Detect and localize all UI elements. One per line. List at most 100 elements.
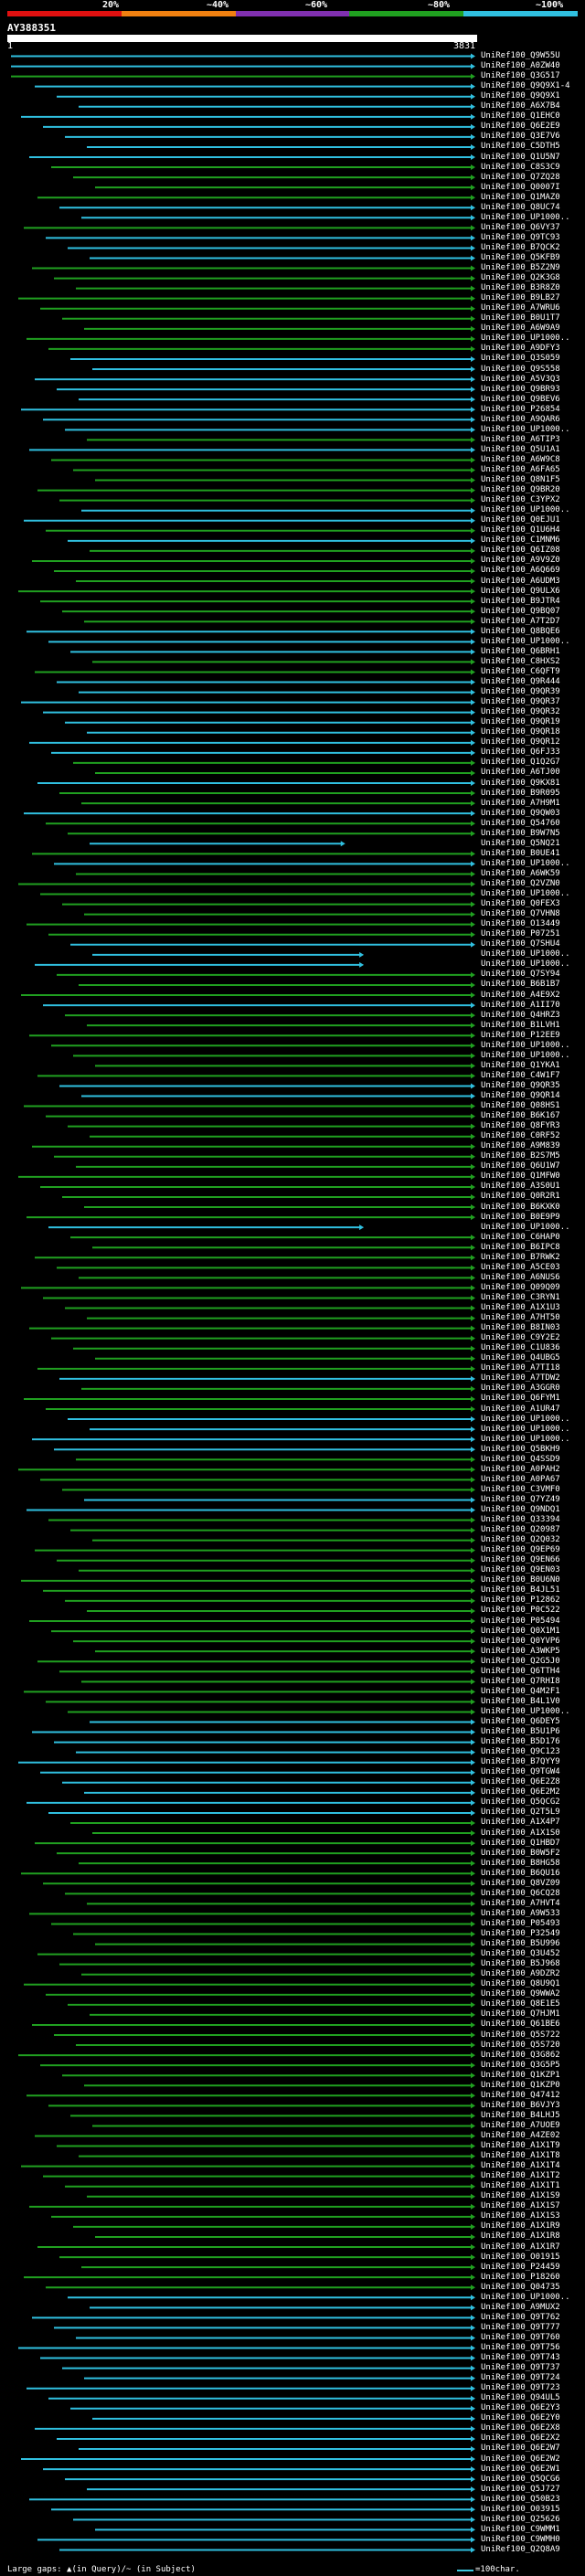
hit-label-link[interactable]: UniRef100_C6QFT9 bbox=[481, 666, 560, 676]
hit-label-link[interactable]: UniRef100_Q9T737 bbox=[481, 2363, 560, 2373]
hit-label-link[interactable]: UniRef100_C3RYN1 bbox=[481, 1292, 560, 1302]
hit-label-link[interactable]: UniRef100_Q9T743 bbox=[481, 2353, 560, 2363]
hit-label-link[interactable]: UniRef100_Q9EP69 bbox=[481, 1545, 560, 1555]
hit-label-link[interactable]: UniRef100_Q7YZ49 bbox=[481, 1494, 560, 1504]
hit-label-link[interactable]: UniRef100_A5V3Q3 bbox=[481, 374, 560, 384]
hit-label-link[interactable]: UniRef100_Q6E2Y3 bbox=[481, 2403, 560, 2413]
hit-label-link[interactable]: UniRef100_B0UE41 bbox=[481, 848, 560, 858]
hit-label-link[interactable]: UniRef100_UP1000.. bbox=[481, 1414, 570, 1424]
hit-label-link[interactable]: UniRef100_A7HVT4 bbox=[481, 1898, 560, 1908]
hit-label-link[interactable]: UniRef100_P24459 bbox=[481, 2262, 560, 2272]
hit-label-link[interactable]: UniRef100_B7QCK2 bbox=[481, 242, 560, 252]
hit-label-link[interactable]: UniRef100_UP1000.. bbox=[481, 1222, 570, 1232]
hit-label-link[interactable]: UniRef100_A1X1T2 bbox=[481, 2171, 560, 2181]
hit-label-link[interactable]: UniRef100_B9JTR4 bbox=[481, 596, 560, 606]
hit-label-link[interactable]: UniRef100_A6W9C8 bbox=[481, 454, 560, 464]
hit-label-link[interactable]: UniRef100_Q08HS1 bbox=[481, 1101, 560, 1111]
hit-label-link[interactable]: UniRef100_UP1000.. bbox=[481, 889, 570, 899]
hit-label-link[interactable]: UniRef100_Q9NDQ1 bbox=[481, 1504, 560, 1514]
hit-label-link[interactable]: UniRef100_P05493 bbox=[481, 1918, 560, 1928]
hit-label-link[interactable]: UniRef100_B5J968 bbox=[481, 1959, 560, 1969]
hit-label-link[interactable]: UniRef100_B9W7N5 bbox=[481, 828, 560, 838]
hit-label-link[interactable]: UniRef100_Q1KZP0 bbox=[481, 2080, 560, 2090]
hit-label-link[interactable]: UniRef100_A1X1R9 bbox=[481, 2221, 560, 2231]
hit-label-link[interactable]: UniRef100_A3WKP5 bbox=[481, 1646, 560, 1656]
hit-label-link[interactable]: UniRef100_Q5QCG2 bbox=[481, 1797, 560, 1807]
hit-label-link[interactable]: UniRef100_Q3U452 bbox=[481, 1949, 560, 1959]
hit-label-link[interactable]: UniRef100_Q5QCG6 bbox=[481, 2474, 560, 2484]
hit-label-link[interactable]: UniRef100_UP1000.. bbox=[481, 505, 570, 515]
hit-label-link[interactable]: UniRef100_A9QAR6 bbox=[481, 414, 560, 424]
hit-label-link[interactable]: UniRef100_Q04735 bbox=[481, 2282, 560, 2292]
hit-label-link[interactable]: UniRef100_Q8U9Q1 bbox=[481, 1979, 560, 1989]
hit-label-link[interactable]: UniRef100_A7TDW2 bbox=[481, 1373, 560, 1383]
hit-label-link[interactable]: UniRef100_Q3G862 bbox=[481, 2050, 560, 2060]
hit-label-link[interactable]: UniRef100_B6B1B7 bbox=[481, 980, 560, 990]
hit-label-link[interactable]: UniRef100_P0C522 bbox=[481, 1606, 560, 1616]
hit-label-link[interactable]: UniRef100_Q2K3G8 bbox=[481, 273, 560, 283]
hit-label-link[interactable]: UniRef100_A7T2D7 bbox=[481, 616, 560, 626]
hit-label-link[interactable]: UniRef100_A1X1T9 bbox=[481, 2141, 560, 2151]
hit-label-link[interactable]: UniRef100_Q6VY37 bbox=[481, 222, 560, 232]
hit-label-link[interactable]: UniRef100_B5D176 bbox=[481, 1737, 560, 1747]
hit-label-link[interactable]: UniRef100_Q8N1F5 bbox=[481, 475, 560, 485]
hit-label-link[interactable]: UniRef100_Q1MFW0 bbox=[481, 1171, 560, 1182]
hit-label-link[interactable]: UniRef100_Q6IZ08 bbox=[481, 546, 560, 556]
hit-label-link[interactable]: UniRef100_Q0R2R1 bbox=[481, 1192, 560, 1202]
hit-label-link[interactable]: UniRef100_UP1000.. bbox=[481, 334, 570, 344]
hit-label-link[interactable]: UniRef100_C9WMM1 bbox=[481, 2524, 560, 2534]
hit-label-link[interactable]: UniRef100_Q1YKA1 bbox=[481, 1060, 560, 1070]
hit-label-link[interactable]: UniRef100_B9LB27 bbox=[481, 293, 560, 303]
hit-label-link[interactable]: UniRef100_Q6BRH1 bbox=[481, 646, 560, 656]
hit-label-link[interactable]: UniRef100_Q61BE6 bbox=[481, 2019, 560, 2030]
hit-label-link[interactable]: UniRef100_Q1EHC0 bbox=[481, 111, 560, 122]
hit-label-link[interactable]: UniRef100_Q9QR18 bbox=[481, 727, 560, 737]
hit-label-link[interactable]: UniRef100_Q9R444 bbox=[481, 677, 560, 687]
hit-label-link[interactable]: UniRef100_Q6E2W2 bbox=[481, 2454, 560, 2464]
hit-label-link[interactable]: UniRef100_P18260 bbox=[481, 2272, 560, 2282]
hit-label-link[interactable]: UniRef100_Q7ZQ28 bbox=[481, 172, 560, 182]
hit-label-link[interactable]: UniRef100_P12862 bbox=[481, 1595, 560, 1606]
hit-label-link[interactable]: UniRef100_Q5U1A1 bbox=[481, 444, 560, 454]
hit-label-link[interactable]: UniRef100_Q94UL5 bbox=[481, 2393, 560, 2403]
hit-label-link[interactable]: UniRef100_Q9QR35 bbox=[481, 1080, 560, 1090]
hit-label-link[interactable]: UniRef100_Q09Q09 bbox=[481, 1282, 560, 1292]
hit-label-link[interactable]: UniRef100_A6FA65 bbox=[481, 465, 560, 474]
hit-label-link[interactable]: UniRef100_Q9T724 bbox=[481, 2373, 560, 2383]
hit-label-link[interactable]: UniRef100_Q9Q9X1-4 bbox=[481, 81, 570, 91]
hit-label-link[interactable]: UniRef100_Q3S059 bbox=[481, 354, 560, 364]
hit-label-link[interactable]: UniRef100_UP1000.. bbox=[481, 949, 570, 959]
hit-label-link[interactable]: UniRef100_A1UR47 bbox=[481, 1404, 560, 1414]
hit-label-link[interactable]: UniRef100_A6X7B4 bbox=[481, 101, 560, 111]
hit-label-link[interactable]: UniRef100_Q6FJ33 bbox=[481, 747, 560, 758]
hit-label-link[interactable]: UniRef100_A0ZW40 bbox=[481, 61, 560, 71]
hit-label-link[interactable]: UniRef100_Q47412 bbox=[481, 2090, 560, 2100]
hit-label-link[interactable]: UniRef100_A1X1U3 bbox=[481, 1303, 560, 1313]
hit-label-link[interactable]: UniRef100_A6W9A9 bbox=[481, 323, 560, 334]
hit-label-link[interactable]: UniRef100_Q0FEX3 bbox=[481, 899, 560, 909]
hit-label-link[interactable]: UniRef100_B0W5F2 bbox=[481, 1848, 560, 1858]
hit-label-link[interactable]: UniRef100_Q9W55U bbox=[481, 51, 560, 61]
hit-label-link[interactable]: UniRef100_C3VMF0 bbox=[481, 1484, 560, 1494]
hit-label-link[interactable]: UniRef100_Q8UC74 bbox=[481, 202, 560, 212]
hit-label-link[interactable]: UniRef100_UP1000.. bbox=[481, 858, 570, 868]
hit-label-link[interactable]: UniRef100_A3S0U1 bbox=[481, 1182, 560, 1192]
hit-label-link[interactable]: UniRef100_Q9QW03 bbox=[481, 808, 560, 818]
hit-label-link[interactable]: UniRef100_A0PA67 bbox=[481, 1474, 560, 1484]
hit-label-link[interactable]: UniRef100_Q9BQ07 bbox=[481, 606, 560, 616]
hit-label-link[interactable]: UniRef100_Q7RHI8 bbox=[481, 1676, 560, 1686]
hit-label-link[interactable]: UniRef100_B4LHJ5 bbox=[481, 2110, 560, 2120]
hit-label-link[interactable]: UniRef100_Q9Q9X1 bbox=[481, 91, 560, 101]
hit-label-link[interactable]: UniRef100_B6K167 bbox=[481, 1111, 560, 1121]
hit-label-link[interactable]: UniRef100_Q5NQ21 bbox=[481, 838, 560, 848]
hit-label-link[interactable]: UniRef100_C6HAP0 bbox=[481, 1232, 560, 1242]
hit-label-link[interactable]: UniRef100_A1X1R8 bbox=[481, 2231, 560, 2242]
hit-label-link[interactable]: UniRef100_UP1000.. bbox=[481, 2292, 570, 2302]
hit-label-link[interactable]: UniRef100_Q9BR20 bbox=[481, 485, 560, 495]
hit-label-link[interactable]: UniRef100_B0U6N0 bbox=[481, 1575, 560, 1585]
hit-label-link[interactable]: UniRef100_A1X1T8 bbox=[481, 2151, 560, 2161]
hit-label-link[interactable]: UniRef100_Q6E2Y0 bbox=[481, 2413, 560, 2423]
hit-label-link[interactable]: UniRef100_B6QU16 bbox=[481, 1868, 560, 1878]
hit-label-link[interactable]: UniRef100_C8HXS2 bbox=[481, 656, 560, 666]
hit-label-link[interactable]: UniRef100_A1X1S9 bbox=[481, 2191, 560, 2201]
